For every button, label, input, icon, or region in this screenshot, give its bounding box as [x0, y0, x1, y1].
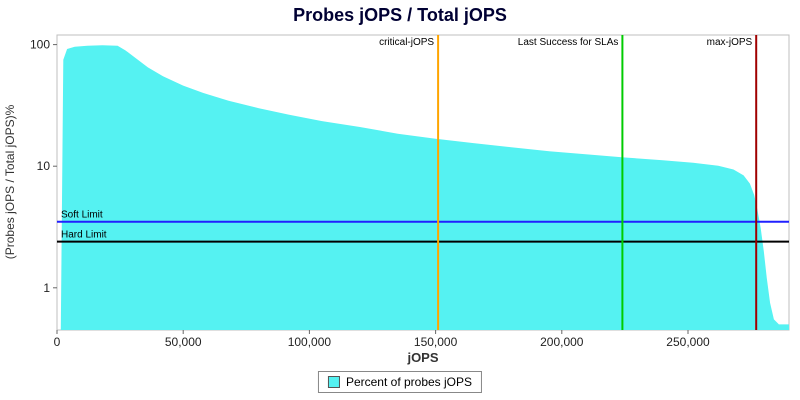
series-area — [60, 45, 790, 330]
x-tick-label-1: 50,000 — [165, 335, 202, 349]
v-marker-label-2: max-jOPS — [707, 37, 753, 48]
x-tick-label-5: 250,000 — [666, 335, 710, 349]
h-marker-label-0: Soft Limit — [61, 210, 103, 221]
chart-title: Probes jOPS / Total jOPS — [293, 5, 507, 25]
x-tick-label-4: 200,000 — [540, 335, 584, 349]
plot-area: Soft Limit Hard Limit critical-jOPS Last Su… — [30, 34, 790, 349]
legend: Percent of probes jOPS — [317, 371, 483, 393]
v-marker-label-0: critical-jOPS — [379, 37, 434, 48]
y-tick-label-2: 100 — [30, 38, 50, 52]
y-tick-label-0: 1 — [43, 281, 50, 295]
y-tick-label-1: 10 — [37, 159, 51, 173]
v-marker-label-1: Last Success for SLAs — [518, 37, 619, 48]
x-axis-title: jOPS — [406, 350, 438, 365]
x-tick-label-3: 150,000 — [414, 335, 458, 349]
x-tick-label-2: 100,000 — [288, 335, 332, 349]
x-tick-label-0: 0 — [54, 335, 61, 349]
y-axis-title: (Probes jOPS / Total jOPS)% — [3, 104, 17, 259]
h-marker-label-1: Hard Limit — [61, 230, 107, 241]
legend-swatch — [327, 376, 340, 388]
legend-label: Percent of probes jOPS — [345, 375, 473, 389]
